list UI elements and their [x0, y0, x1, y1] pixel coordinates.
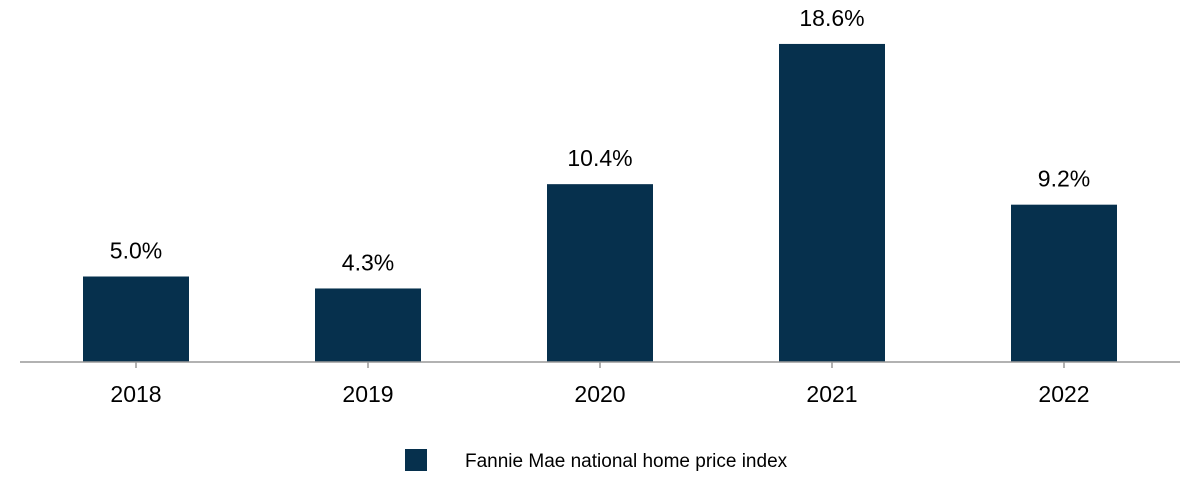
x-tick-label-2018: 2018	[110, 381, 161, 407]
x-tick-label-2022: 2022	[1038, 381, 1089, 407]
legend-swatch	[405, 449, 427, 471]
value-label-2020: 10.4%	[567, 145, 632, 171]
value-label-2019: 4.3%	[342, 249, 394, 275]
value-label-2018: 5.0%	[110, 238, 162, 264]
value-labels-group: 5.0% 4.3% 10.4% 18.6% 9.2%	[110, 5, 1090, 276]
bar-2019	[315, 288, 421, 362]
bars-group	[83, 43, 1117, 362]
x-tick-label-2020: 2020	[574, 381, 625, 407]
value-label-2021: 18.6%	[799, 5, 864, 31]
legend: Fannie Mae national home price index	[405, 449, 788, 472]
bar-2020	[547, 184, 653, 362]
bar-2021	[779, 43, 885, 362]
bar-2018	[83, 276, 189, 362]
x-tick-label-2019: 2019	[342, 381, 393, 407]
x-axis-ticks	[135, 362, 1065, 368]
value-label-2022: 9.2%	[1038, 166, 1090, 192]
x-axis-tick-labels: 2018 2019 2020 2021 2022	[110, 381, 1089, 407]
bar-2022	[1011, 204, 1117, 362]
x-tick-label-2021: 2021	[806, 381, 857, 407]
legend-label: Fannie Mae national home price index	[465, 451, 788, 472]
